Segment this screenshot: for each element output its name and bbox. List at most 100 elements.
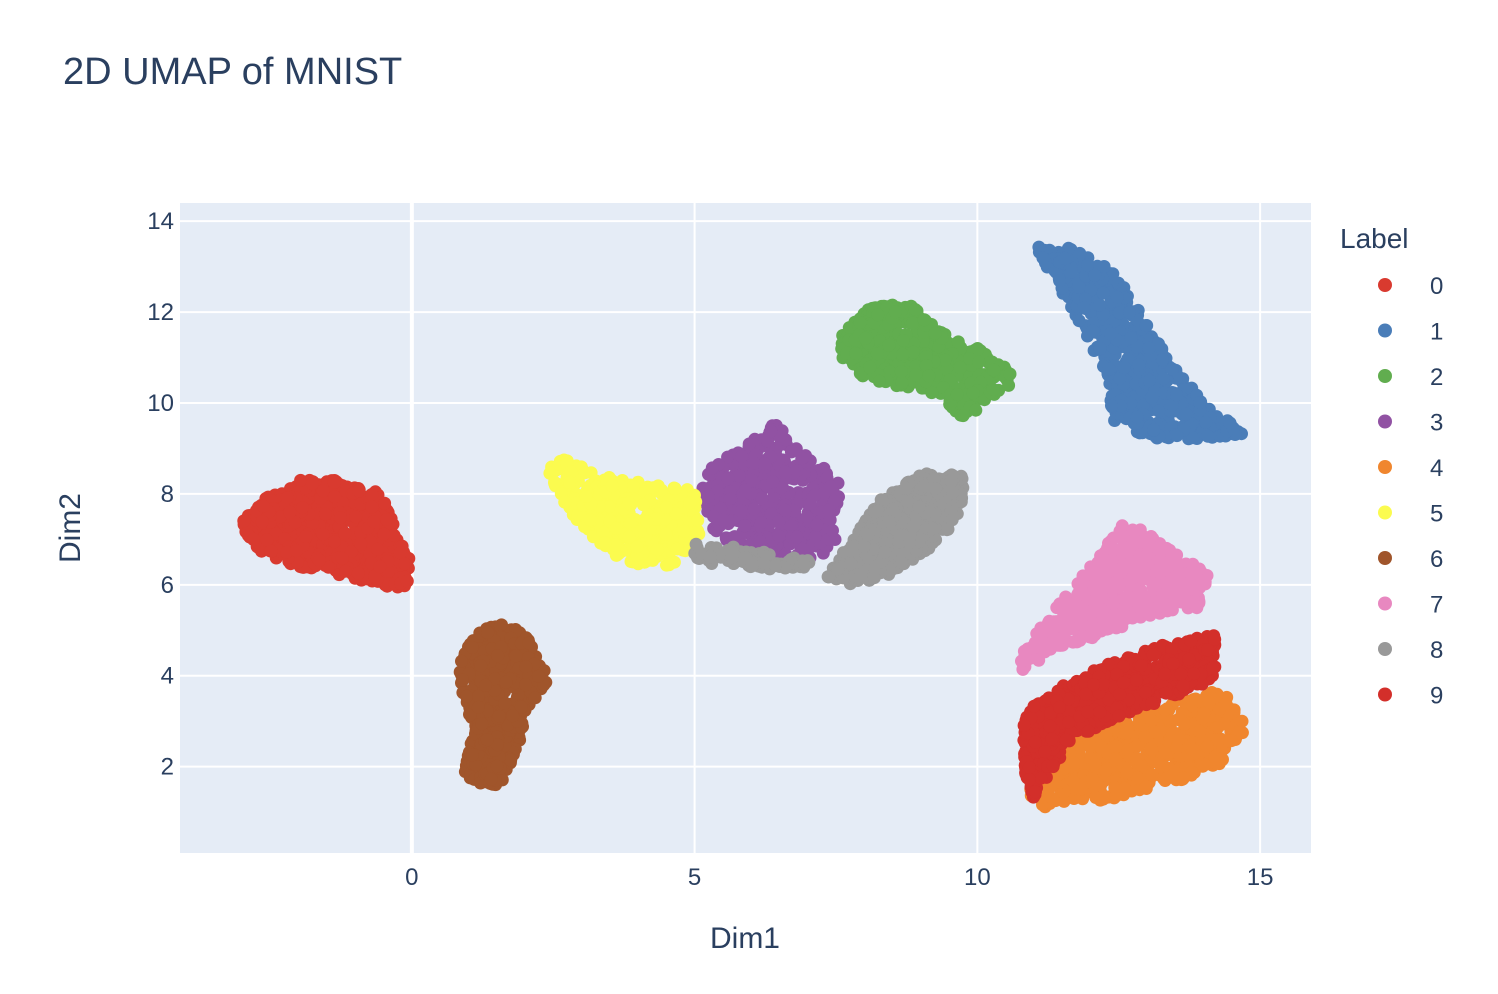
data-point [1145,391,1159,405]
data-point [1139,319,1153,332]
data-point [519,678,533,692]
data-point [1120,765,1134,779]
data-point [944,474,958,488]
data-point [334,511,347,525]
data-point [1057,794,1071,808]
data-point [987,363,1001,377]
data-point [896,334,910,347]
data-point [328,535,341,549]
data-point [1168,573,1182,587]
data-point [1052,632,1066,646]
data-point [1096,577,1110,591]
data-point [1088,757,1102,771]
data-point [732,469,746,483]
data-point [925,386,939,400]
data-point [1088,268,1102,282]
data-point [1032,653,1046,667]
data-point [857,539,871,553]
data-point [471,700,485,714]
data-point [912,500,926,514]
data-point [810,518,824,532]
data-point [1124,331,1138,345]
data-point [899,482,913,495]
data-point [1098,620,1112,633]
data-point [1106,596,1120,610]
data-point [725,551,739,565]
data-point [380,513,393,526]
data-point [1219,697,1233,711]
data-point [1152,404,1166,418]
data-point [1202,695,1216,709]
data-point [1157,372,1171,386]
data-point [909,368,923,382]
data-point [586,530,600,544]
data-point [1158,703,1172,717]
data-point [460,689,473,703]
data-point [1018,648,1032,662]
data-point [1087,594,1101,608]
data-point [455,654,468,668]
y-tick-label: 8 [161,481,174,508]
data-point [926,522,940,536]
data-point [1152,337,1165,351]
data-point [950,388,964,401]
data-point [480,733,494,747]
data-point [1077,301,1091,315]
data-point [598,536,612,550]
data-point [1127,524,1141,538]
data-point [966,386,980,400]
data-point [1113,528,1127,542]
data-point [768,559,782,573]
data-point [1121,743,1135,757]
data-point [1153,539,1167,553]
data-point [378,496,392,510]
data-point [1142,374,1156,388]
data-point [1083,738,1097,752]
data-point [280,491,294,505]
data-point [758,457,772,471]
data-point [579,490,593,503]
data-point [522,636,536,650]
data-point [1186,743,1200,756]
data-point [874,493,888,507]
data-point [906,345,920,359]
data-point [928,326,942,340]
data-point [703,550,717,564]
data-point [784,519,798,533]
data-point [721,450,735,464]
data-point [237,514,251,528]
data-point [506,709,520,723]
data-point [754,516,768,530]
data-point [1144,742,1158,755]
x-tick-label: 0 [405,864,418,891]
data-point [739,483,752,497]
data-point [1123,574,1137,588]
data-point [583,513,597,527]
data-point [498,696,512,710]
data-point [563,475,576,489]
y-tick-label: 4 [161,663,174,690]
data-point [491,649,505,663]
data-point [1200,740,1214,754]
data-point [627,479,641,493]
data-point [888,305,902,319]
y-tick-label: 12 [147,299,174,326]
data-point [339,564,353,578]
data-point [318,507,332,521]
data-point [797,557,811,571]
data-point [1198,576,1212,590]
data-point [747,456,761,470]
data-point [882,338,896,352]
data-point [1074,782,1087,796]
data-point [1113,306,1127,320]
data-point [328,490,342,504]
data-point [808,488,822,502]
data-point [1148,725,1161,739]
data-point [344,545,358,559]
data-point [1170,741,1184,755]
data-point [255,515,269,529]
data-point [373,560,387,574]
data-point [578,466,592,480]
y-tick-label: 2 [161,754,174,781]
data-point [256,499,270,513]
